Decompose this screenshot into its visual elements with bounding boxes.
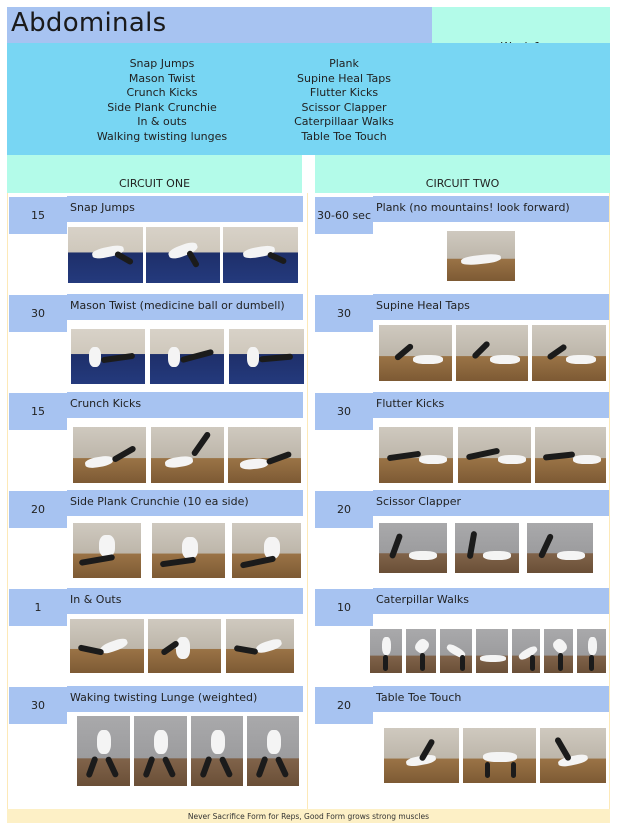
exercise-photo (76, 715, 131, 787)
reps-cell: 30 (315, 295, 373, 332)
list-item: Side Plank Crunchie (107, 100, 217, 114)
list-item: Walking twisting lunges (96, 129, 228, 143)
list-item: Table Toe Touch (301, 129, 387, 143)
exercise-photo (147, 618, 222, 674)
page-title: Abdominals (11, 8, 167, 38)
exercise-photo (369, 628, 403, 674)
list-item: Snap Jumps (129, 57, 195, 70)
exercise-photo (228, 328, 305, 385)
exercise-photo (378, 522, 448, 574)
exercise-photo (69, 618, 145, 674)
reps-cell: 20 (315, 491, 373, 528)
list-item: Plank (329, 57, 359, 70)
exercise-name: Flutter Kicks (373, 392, 609, 418)
exercise-photo (231, 522, 302, 579)
footer-note: Never Sacrifice Form for Reps, Good Form… (7, 809, 610, 823)
exercise-name: Crunch Kicks (67, 392, 303, 418)
exercise-photo (511, 628, 541, 674)
reps-cell: 20 (315, 687, 373, 724)
exercise-photo (576, 628, 607, 674)
exercise-name: In & Outs (67, 588, 303, 614)
reps-cell: 30 (9, 687, 67, 724)
exercise-photo (383, 727, 460, 784)
exercise-name: Scissor Clapper (373, 490, 609, 516)
exercise-name: Supine Heal Taps (373, 294, 609, 320)
exercise-photo (454, 522, 520, 574)
exercise-photo (227, 426, 302, 484)
circuit-one-header: CIRCUIT ONE (7, 155, 302, 193)
exercise-name: Side Plank Crunchie (10 ea side) (67, 490, 303, 516)
exercise-photo (526, 522, 594, 574)
exercise-photo (539, 727, 607, 784)
exercise-photo (190, 715, 244, 787)
reps-cell: 30 (9, 295, 67, 332)
exercise-photo (145, 226, 221, 284)
exercise-photo (149, 328, 225, 385)
exercise-list-right: Plank Supine Heal Taps Flutter Kicks Sci… (244, 57, 444, 145)
list-item: Supine Heal Taps (297, 71, 391, 85)
exercise-name: Table Toe Touch (373, 686, 609, 712)
exercise-photo (246, 715, 300, 787)
exercise-photo (72, 522, 142, 579)
list-item: Caterpillaar Walks (294, 115, 394, 129)
exercise-photo (225, 618, 295, 674)
exercise-photo (222, 226, 299, 284)
list-item: Scissor Clapper (301, 100, 387, 114)
exercise-photo (457, 426, 532, 484)
exercise-photo (455, 324, 529, 382)
exercise-name: Plank (no mountains! look forward) (373, 196, 609, 222)
footer-text: Never Sacrifice Form for Reps, Good Form… (187, 811, 430, 821)
reps-cell: 10 (315, 589, 373, 626)
circuit-two-header: CIRCUIT TWO (315, 155, 610, 193)
exercise-list-left: Snap Jumps Mason Twist Crunch Kicks Side… (62, 57, 262, 145)
list-item: Flutter Kicks (309, 86, 379, 100)
exercise-photo (534, 426, 607, 484)
exercise-photo (133, 715, 188, 787)
exercise-photo (150, 426, 225, 484)
exercise-photo (151, 522, 226, 579)
reps-cell: 15 (9, 197, 67, 234)
exercise-photo (67, 226, 144, 284)
exercise-list-band: Snap Jumps Mason Twist Crunch Kicks Side… (7, 43, 610, 155)
exercise-name: Waking twisting Lunge (weighted) (67, 686, 303, 712)
exercise-photo (378, 426, 454, 484)
exercise-photo (405, 628, 437, 674)
exercise-photo (72, 426, 147, 484)
exercise-photo (531, 324, 607, 382)
reps-cell: 30-60 sec (315, 197, 373, 234)
reps-cell: 15 (9, 393, 67, 430)
exercise-name: Snap Jumps (67, 196, 303, 222)
exercise-photo (543, 628, 574, 674)
exercise-photo (378, 324, 453, 382)
exercise-photo (439, 628, 473, 674)
exercise-photo (446, 230, 516, 282)
list-item: In & outs (137, 115, 187, 129)
exercise-photo (462, 727, 537, 784)
exercise-photo (475, 628, 509, 674)
reps-cell: 20 (9, 491, 67, 528)
reps-cell: 30 (315, 393, 373, 430)
list-item: Mason Twist (128, 71, 196, 85)
list-item: Crunch Kicks (126, 86, 198, 100)
exercise-name: Caterpillar Walks (373, 588, 609, 614)
circuit-two-label: CIRCUIT TWO (425, 177, 500, 190)
title-band: Abdominals (7, 7, 432, 43)
circuit-one-label: CIRCUIT ONE (118, 177, 191, 190)
exercise-photo (70, 328, 146, 385)
reps-cell: 1 (9, 589, 67, 626)
exercise-name: Mason Twist (medicine ball or dumbell) (67, 294, 303, 320)
